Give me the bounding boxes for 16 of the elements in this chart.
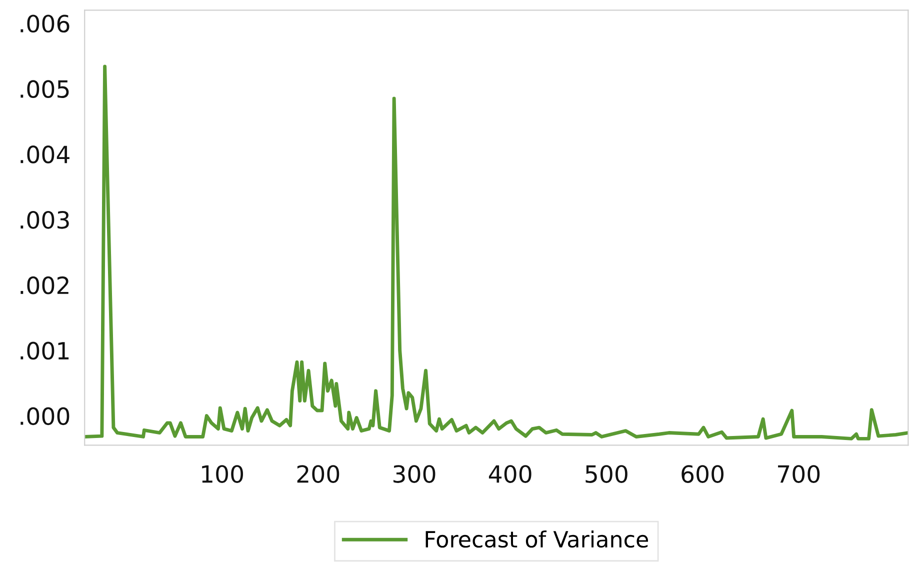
x-tick-label: 600 [682,465,724,483]
y-tick-label: .005 [20,80,69,98]
x-tick-label: 500 [586,465,628,483]
y-tick-label: .000 [20,407,70,426]
y-tick-label: .003 [20,210,69,229]
x-tick-label: 400 [488,465,532,483]
x-tick-label: 700 [778,465,820,483]
y-tick-label: .006 [20,14,70,33]
y-tick-label: .002 [20,276,68,294]
y-tick-label: .001 [20,342,69,360]
x-tick-label: 200 [297,465,340,483]
legend-label: Forecast of Variance [426,530,648,548]
line-series [84,64,908,440]
x-tick-label: 100 [202,465,244,483]
x-tick-label: 300 [394,465,436,483]
y-tick-label: .004 [20,146,70,164]
